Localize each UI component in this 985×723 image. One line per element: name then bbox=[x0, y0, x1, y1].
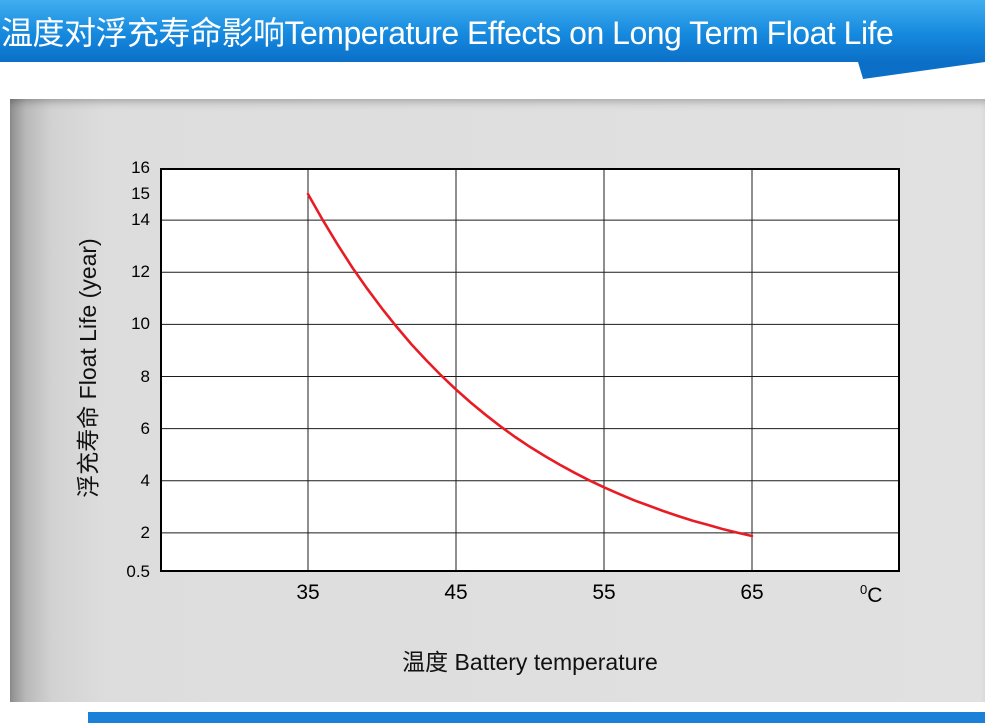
x-tick-label: 35 bbox=[296, 581, 320, 604]
y-tick-label: 15 bbox=[131, 184, 150, 204]
y-axis-title: 浮充寿命 Float Life (year) bbox=[75, 238, 101, 498]
y-tick-label: 8 bbox=[140, 366, 150, 386]
title-banner: 温度对浮充寿命影响Temperature Effects on Long Ter… bbox=[0, 0, 985, 62]
x-tick-label: 45 bbox=[444, 581, 468, 604]
x-tick-label: 65 bbox=[740, 581, 764, 604]
y-tick-label: 0.5 bbox=[126, 562, 150, 581]
y-tick-label: 6 bbox=[140, 418, 150, 438]
x-axis-title: 温度 Battery temperature bbox=[402, 649, 658, 675]
x-unit-base: C bbox=[867, 584, 883, 607]
banner-title: 温度对浮充寿命影响Temperature Effects on Long Ter… bbox=[1, 15, 894, 51]
y-tick-label: 16 bbox=[131, 158, 150, 177]
y-tick-label: 14 bbox=[131, 210, 150, 230]
y-tick-label: 12 bbox=[131, 262, 150, 282]
y-tick-label: 10 bbox=[131, 314, 150, 334]
y-tick-label: 4 bbox=[140, 470, 150, 490]
bottom-accent-bar bbox=[88, 712, 985, 723]
x-unit-superscript: 0 bbox=[860, 582, 868, 597]
float-life-curve bbox=[306, 192, 754, 538]
banner-tail-pointer bbox=[858, 62, 985, 79]
x-tick-label: 55 bbox=[592, 581, 616, 604]
y-tick-label: 2 bbox=[140, 522, 150, 542]
x-unit-label: 0C bbox=[860, 582, 882, 608]
plot-area bbox=[160, 168, 900, 572]
plot-border bbox=[160, 168, 900, 572]
